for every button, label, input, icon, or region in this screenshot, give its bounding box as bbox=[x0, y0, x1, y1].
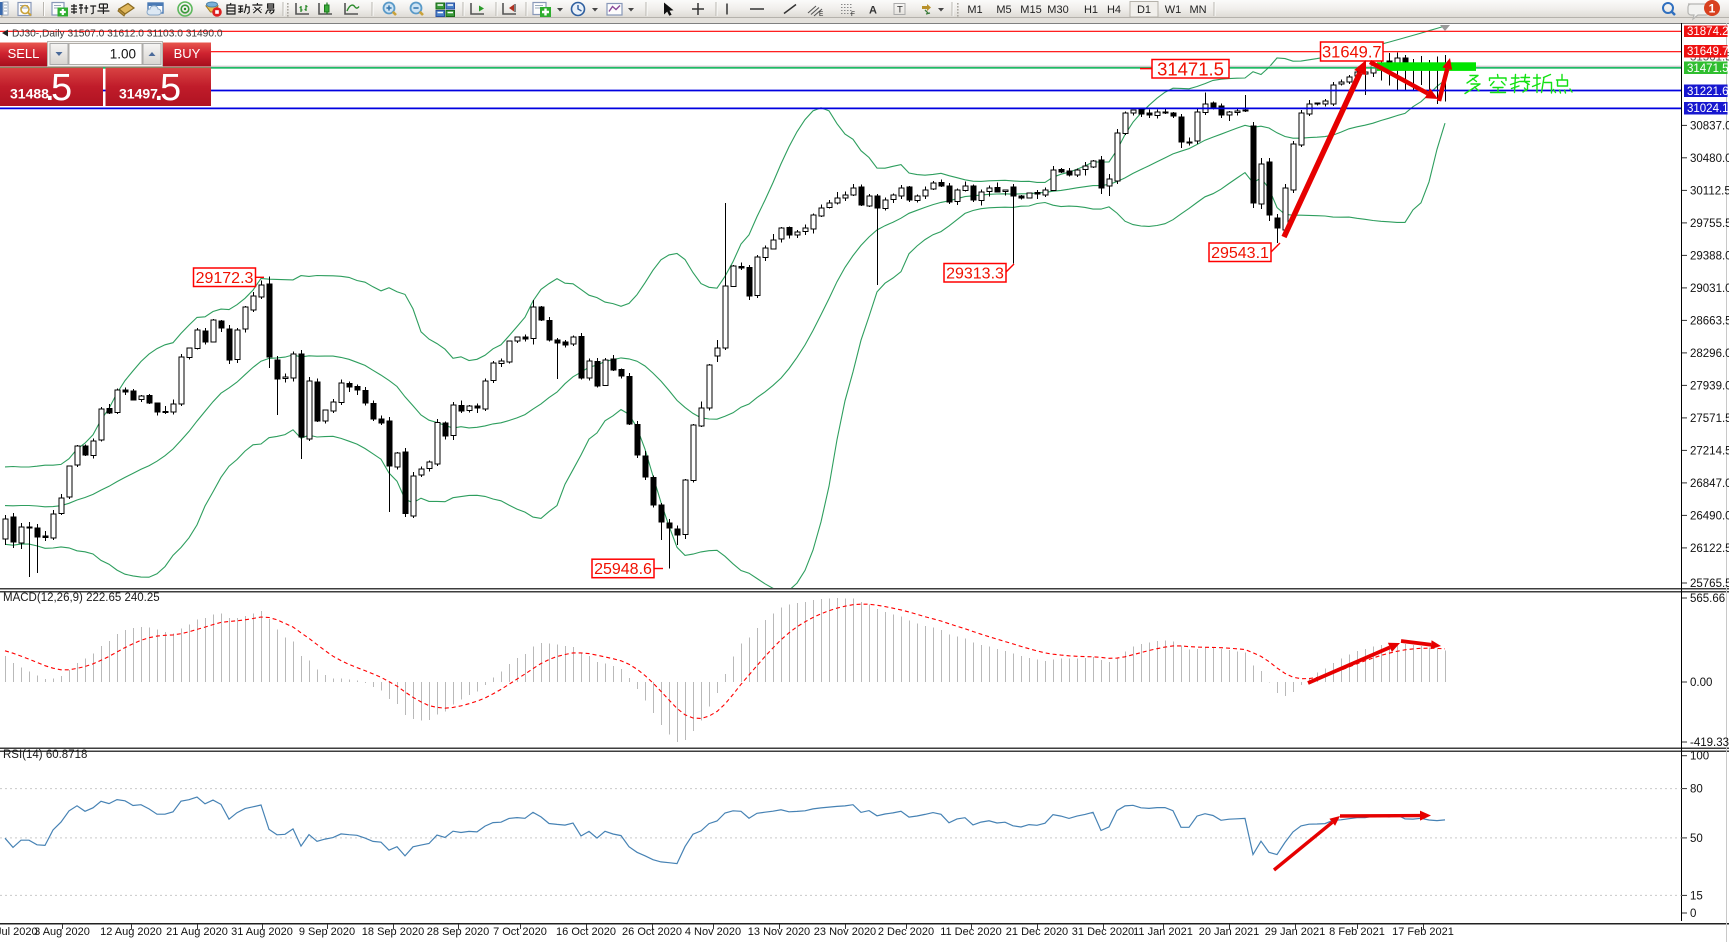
svg-text:0.00: 0.00 bbox=[1690, 677, 1712, 689]
svg-text:31649.7: 31649.7 bbox=[1687, 46, 1729, 58]
svg-text:DJ30-,Daily 31507.0 31612.0 3: DJ30-,Daily 31507.0 31612.0 31103.0 3149… bbox=[12, 29, 223, 40]
svg-text:27939.0: 27939.0 bbox=[1690, 380, 1729, 392]
svg-text:50: 50 bbox=[1690, 833, 1703, 845]
svg-text:25765.5: 25765.5 bbox=[1690, 578, 1729, 590]
svg-text:26 Oct 2020: 26 Oct 2020 bbox=[622, 926, 682, 938]
svg-text:565.66: 565.66 bbox=[1690, 593, 1725, 605]
svg-text:11 Dec 2020: 11 Dec 2020 bbox=[940, 926, 1002, 938]
svg-text:11 Jan 2021: 11 Jan 2021 bbox=[1133, 926, 1193, 938]
svg-text:.: . bbox=[154, 67, 165, 109]
svg-text:A: A bbox=[869, 5, 877, 17]
svg-text:1: 1 bbox=[1709, 2, 1716, 16]
svg-text:13 Nov 2020: 13 Nov 2020 bbox=[748, 926, 810, 938]
svg-text:T: T bbox=[897, 5, 903, 16]
svg-text:26122.5: 26122.5 bbox=[1690, 543, 1729, 555]
svg-text:31024.1: 31024.1 bbox=[1687, 103, 1729, 115]
svg-text:26490.0: 26490.0 bbox=[1690, 510, 1729, 522]
svg-text:29172.3: 29172.3 bbox=[196, 270, 254, 287]
svg-text:0: 0 bbox=[1690, 908, 1696, 920]
svg-text:20 Jan 2021: 20 Jan 2021 bbox=[1199, 926, 1260, 938]
svg-text:BUY: BUY bbox=[174, 46, 201, 61]
svg-text:MN: MN bbox=[1189, 4, 1206, 16]
svg-text:27571.5: 27571.5 bbox=[1690, 413, 1729, 425]
svg-text:3 Aug 2020: 3 Aug 2020 bbox=[34, 926, 90, 938]
svg-text:28296.0: 28296.0 bbox=[1690, 348, 1729, 360]
svg-text:31488: 31488 bbox=[10, 86, 49, 102]
svg-text:M5: M5 bbox=[996, 4, 1011, 16]
svg-text:31497: 31497 bbox=[119, 86, 158, 102]
svg-text:31874.2: 31874.2 bbox=[1687, 26, 1729, 38]
svg-text:28663.5: 28663.5 bbox=[1690, 315, 1729, 327]
svg-text:23 Nov 2020: 23 Nov 2020 bbox=[814, 926, 876, 938]
svg-text:31471.5: 31471.5 bbox=[1157, 58, 1224, 79]
svg-text:31 Dec 2020: 31 Dec 2020 bbox=[1072, 926, 1134, 938]
svg-text:4 Nov 2020: 4 Nov 2020 bbox=[685, 926, 741, 938]
svg-text:12 Aug 2020: 12 Aug 2020 bbox=[100, 926, 162, 938]
svg-text:5: 5 bbox=[51, 67, 72, 109]
svg-text:29755.5: 29755.5 bbox=[1690, 218, 1729, 230]
svg-text:E: E bbox=[819, 11, 824, 18]
svg-text:27214.5: 27214.5 bbox=[1690, 445, 1729, 457]
svg-text:31649.7: 31649.7 bbox=[1322, 43, 1382, 61]
svg-text:31 Aug 2020: 31 Aug 2020 bbox=[231, 926, 293, 938]
svg-text:21 Aug 2020: 21 Aug 2020 bbox=[166, 926, 228, 938]
svg-text:31471.5: 31471.5 bbox=[1687, 63, 1729, 75]
svg-text:M30: M30 bbox=[1047, 4, 1068, 16]
svg-text:100: 100 bbox=[1690, 751, 1709, 763]
svg-text:-419.33: -419.33 bbox=[1690, 737, 1729, 749]
svg-text:21 Dec 2020: 21 Dec 2020 bbox=[1006, 926, 1068, 938]
svg-text:M1: M1 bbox=[967, 4, 982, 16]
svg-text:29543.1: 29543.1 bbox=[1211, 245, 1269, 262]
svg-text:30837.0: 30837.0 bbox=[1690, 120, 1729, 132]
svg-text:SELL: SELL bbox=[8, 46, 40, 61]
svg-text:31221.6: 31221.6 bbox=[1687, 86, 1729, 98]
svg-text:7 Oct 2020: 7 Oct 2020 bbox=[493, 926, 547, 938]
svg-text:5: 5 bbox=[160, 67, 181, 109]
svg-text:H1: H1 bbox=[1084, 4, 1098, 16]
svg-text:9 Sep 2020: 9 Sep 2020 bbox=[299, 926, 355, 938]
svg-text:M15: M15 bbox=[1020, 4, 1041, 16]
svg-text:2 Dec 2020: 2 Dec 2020 bbox=[878, 926, 934, 938]
svg-text:.: . bbox=[45, 67, 56, 109]
svg-text:28 Sep 2020: 28 Sep 2020 bbox=[427, 926, 489, 938]
svg-text:8 Feb 2021: 8 Feb 2021 bbox=[1329, 926, 1385, 938]
svg-text:80: 80 bbox=[1690, 784, 1703, 796]
svg-text:1.00: 1.00 bbox=[110, 47, 136, 62]
svg-text:30112.5: 30112.5 bbox=[1690, 185, 1729, 197]
svg-text:D1: D1 bbox=[1137, 4, 1151, 16]
svg-text:26847.0: 26847.0 bbox=[1690, 478, 1729, 490]
svg-text:29 Jan 2021: 29 Jan 2021 bbox=[1265, 926, 1326, 938]
svg-text:Jul 2020: Jul 2020 bbox=[0, 926, 38, 938]
svg-text:29031.0: 29031.0 bbox=[1690, 283, 1729, 295]
svg-text:29388.0: 29388.0 bbox=[1690, 250, 1729, 262]
svg-text:W1: W1 bbox=[1165, 4, 1182, 16]
svg-text:18 Sep 2020: 18 Sep 2020 bbox=[362, 926, 424, 938]
svg-text:MACD(12,26,9) 222.65 240.25: MACD(12,26,9) 222.65 240.25 bbox=[3, 592, 160, 604]
svg-text:H4: H4 bbox=[1107, 4, 1121, 16]
svg-text:16 Oct 2020: 16 Oct 2020 bbox=[556, 926, 616, 938]
svg-text:25948.6: 25948.6 bbox=[594, 561, 652, 578]
svg-text:17 Feb 2021: 17 Feb 2021 bbox=[1392, 926, 1454, 938]
svg-text:15: 15 bbox=[1690, 890, 1703, 902]
svg-text:F: F bbox=[851, 11, 855, 18]
svg-text:30480.0: 30480.0 bbox=[1690, 153, 1729, 165]
svg-text:RSI(14) 60.8718: RSI(14) 60.8718 bbox=[3, 749, 87, 761]
svg-text:29313.3: 29313.3 bbox=[946, 265, 1004, 282]
